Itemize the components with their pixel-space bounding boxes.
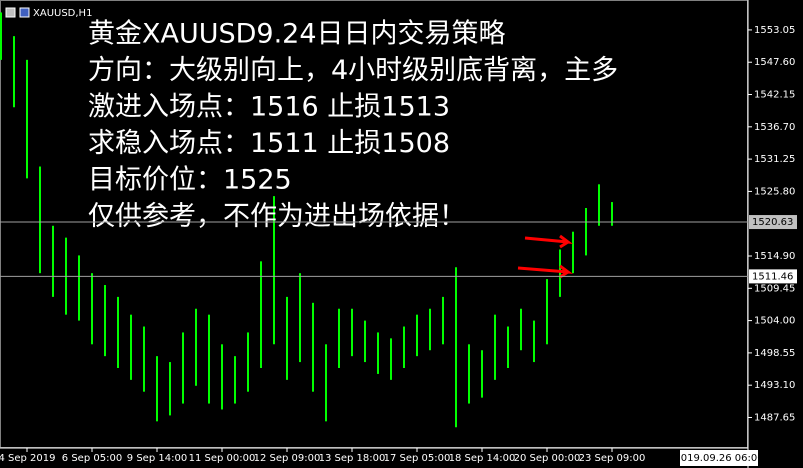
x-tick-label: 13 Sep 18:00	[319, 453, 386, 464]
price-box	[749, 269, 797, 284]
x-tick-label: 6 Sep 05:00	[62, 453, 122, 464]
window-icon[interactable]	[19, 7, 30, 18]
y-tick-label: 1536.70	[754, 122, 795, 133]
y-tick-label: 1509.45	[754, 283, 795, 294]
y-tick-label: 1525.80	[754, 186, 795, 197]
y-tick-label: 1553.05	[754, 25, 795, 36]
x-tick-label: 17 Sep 05:00	[384, 453, 451, 464]
symbol-label: XAUUSD,H1	[33, 8, 92, 19]
y-tick-label: 1504.00	[754, 316, 795, 327]
x-tick-label: 4 Sep 2019	[0, 453, 56, 464]
arrow	[524, 234, 574, 249]
overlay-text: 方向：大级别向上，4小时级别底背离，主多	[88, 55, 618, 86]
y-tick-label: 1514.90	[754, 251, 795, 262]
y-tick-label: 1542.15	[754, 90, 795, 101]
x-tick-label: 20 Sep 00:00	[514, 453, 581, 464]
overlay-text: 激进入场点：1516 止损1513	[88, 92, 450, 123]
y-tick-label: 1493.10	[754, 380, 795, 391]
overlay-text: 仅供参考，不作为进出场依据！	[88, 201, 466, 232]
x-tick-label: 12 Sep 09:00	[254, 453, 321, 464]
price-box	[749, 215, 797, 230]
window-icon[interactable]	[5, 7, 16, 18]
x-tick-label: 18 Sep 14:00	[449, 453, 516, 464]
price-label: 1520.63	[752, 217, 793, 228]
overlay-text: 目标价位：1525	[88, 165, 292, 196]
x-tick-label: 9 Sep 14:00	[127, 453, 187, 464]
y-tick-label: 1531.25	[754, 154, 795, 165]
x-tick-label: 11 Sep 00:00	[189, 453, 256, 464]
crosshair-box	[680, 450, 758, 466]
y-tick-label: 1547.60	[754, 57, 795, 68]
y-tick-label: 1487.65	[754, 412, 795, 423]
x-tick-label: 23 Sep 09:00	[579, 453, 646, 464]
overlay-text: 黄金XAUUSD9.24日日内交易策略	[88, 19, 506, 50]
crosshair-time: 2019.09.26 06:00	[674, 453, 763, 464]
price-label: 1511.46	[752, 271, 793, 282]
y-tick-label: 1498.55	[754, 348, 795, 359]
overlay-text: 求稳入场点：1511 止损1508	[88, 128, 450, 159]
